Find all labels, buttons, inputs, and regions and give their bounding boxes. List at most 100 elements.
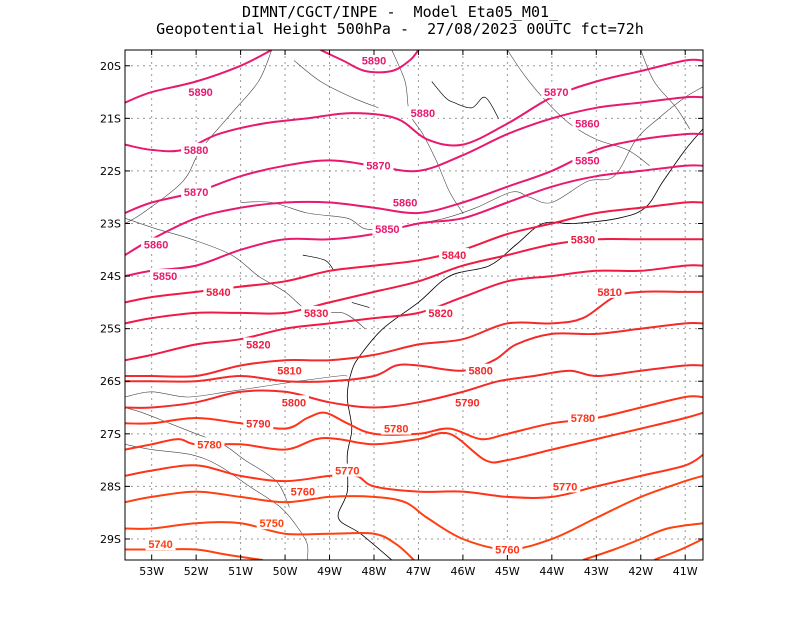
contour-label: 5880 — [184, 145, 208, 157]
contour-label: 5860 — [575, 119, 599, 131]
contour-label-bg — [407, 106, 438, 120]
lat-tick-label: 27S — [100, 428, 121, 441]
contour-label-bg — [572, 116, 603, 130]
contour-label-bg — [567, 232, 598, 246]
contour-labels: 5890 5890 5870 5880 5880 5860 5870 5870 5850 5860… — [141, 53, 625, 556]
contour-label: 5830 — [304, 308, 328, 320]
lon-tick-label: 43W — [584, 565, 609, 578]
contour-label-bg — [287, 484, 318, 498]
lat-tick-label: 25S — [100, 323, 121, 336]
lon-tick-label: 42W — [628, 565, 653, 578]
contour-label-bg — [439, 248, 470, 262]
lat-tick-label: 24S — [100, 270, 121, 283]
contour-line — [320, 50, 420, 74]
contour-label-bg — [452, 395, 483, 409]
contour-label: 5850 — [575, 155, 599, 167]
contour-label-bg — [256, 516, 287, 530]
contour-line — [582, 522, 703, 560]
contour-label: 5780 — [197, 439, 221, 451]
contour-line — [125, 474, 703, 551]
contour-label-bg — [465, 363, 496, 377]
title-line-2: Geopotential Height 500hPa - 27/08/2023 … — [156, 20, 644, 38]
contour-label: 5790 — [246, 418, 270, 430]
lon-tick-label: 48W — [362, 565, 387, 578]
lon-tick-label: 46W — [450, 565, 475, 578]
lat-tick-label: 21S — [100, 112, 121, 125]
contour-label-bg — [541, 85, 572, 99]
geographic-boundaries — [125, 50, 703, 560]
contour-line — [125, 453, 703, 499]
contour-label: 5800 — [282, 397, 306, 409]
river-reservoir — [431, 81, 499, 119]
contour-label-bg — [274, 363, 305, 377]
state-border — [125, 375, 348, 398]
contour-label-bg — [278, 395, 309, 409]
lon-tick-label: 51W — [228, 565, 253, 578]
contour-label: 5830 — [571, 234, 595, 246]
contour-label: 5820 — [428, 308, 452, 320]
chart-title: DIMNT/CGCT/INPE - Model Eta05_M01_ Geopo… — [0, 4, 800, 38]
contour-line — [125, 364, 703, 409]
contour-label-bg — [332, 463, 363, 477]
axis-ticks: 53W 52W 51W 50W 49W 48W 47W 46W 45W 44W 43W 42W 41W 2… — [100, 50, 703, 578]
lat-tick-label: 22S — [100, 165, 121, 178]
contour-label: 5770 — [553, 481, 577, 493]
contour-label-bg — [572, 153, 603, 167]
contour-label: 5870 — [184, 187, 208, 199]
contour-label-bg — [381, 421, 412, 435]
contour-label: 5780 — [384, 424, 408, 436]
contour-label-bg — [372, 221, 403, 235]
contour-line — [125, 58, 703, 153]
contour-line — [125, 264, 703, 362]
contour-label-bg — [390, 195, 421, 209]
contour-line — [125, 521, 415, 560]
lon-tick-label: 41W — [673, 565, 698, 578]
contour-label: 5790 — [455, 397, 479, 409]
contour-label-bg — [363, 158, 394, 172]
lat-tick-label: 23S — [100, 218, 121, 231]
contour-line — [125, 50, 273, 104]
contour-label-bg — [243, 416, 274, 430]
contour-label-bg — [301, 305, 332, 319]
coastline — [337, 128, 703, 560]
contour-label: 5800 — [468, 366, 492, 378]
contour-label-bg — [194, 437, 225, 451]
contour-label: 5810 — [597, 287, 621, 299]
grid-lines — [125, 50, 703, 560]
contour-label: 5810 — [277, 366, 301, 378]
contour-label: 5760 — [495, 544, 519, 556]
state-border — [507, 50, 650, 166]
contour-label-bg — [550, 479, 581, 493]
contour-label-bg — [181, 142, 212, 156]
contour-label-bg — [567, 411, 598, 425]
contour-line — [125, 548, 263, 560]
contour-label: 5750 — [259, 518, 283, 530]
lat-tick-label: 28S — [100, 480, 121, 493]
contour-line — [125, 237, 703, 325]
contour-label: 5860 — [393, 197, 417, 209]
contour-label: 5870 — [544, 87, 568, 99]
lon-tick-label: 53W — [139, 565, 164, 578]
contour-label: 5890 — [188, 87, 212, 99]
lon-tick-label: 47W — [406, 565, 431, 578]
lat-tick-label: 20S — [100, 60, 121, 73]
contour-label-bg — [185, 85, 216, 99]
contour-label: 5740 — [148, 539, 172, 551]
contour-label-bg — [358, 53, 389, 67]
contour-line — [125, 164, 703, 278]
contour-line — [125, 411, 703, 464]
lon-tick-label: 45W — [495, 565, 520, 578]
contour-label: 5850 — [153, 271, 177, 283]
title-line-1: DIMNT/CGCT/INPE - Model Eta05_M01_ — [241, 3, 559, 21]
state-border — [240, 86, 703, 231]
contour-line — [125, 395, 703, 441]
river-reservoir — [302, 254, 335, 272]
state-border — [391, 50, 464, 214]
contour-line — [653, 538, 703, 560]
lon-tick-label: 49W — [317, 565, 342, 578]
contour-label-bg — [243, 337, 274, 351]
contour-line — [125, 322, 703, 383]
lat-tick-label: 26S — [100, 375, 121, 388]
state-border — [125, 444, 309, 560]
